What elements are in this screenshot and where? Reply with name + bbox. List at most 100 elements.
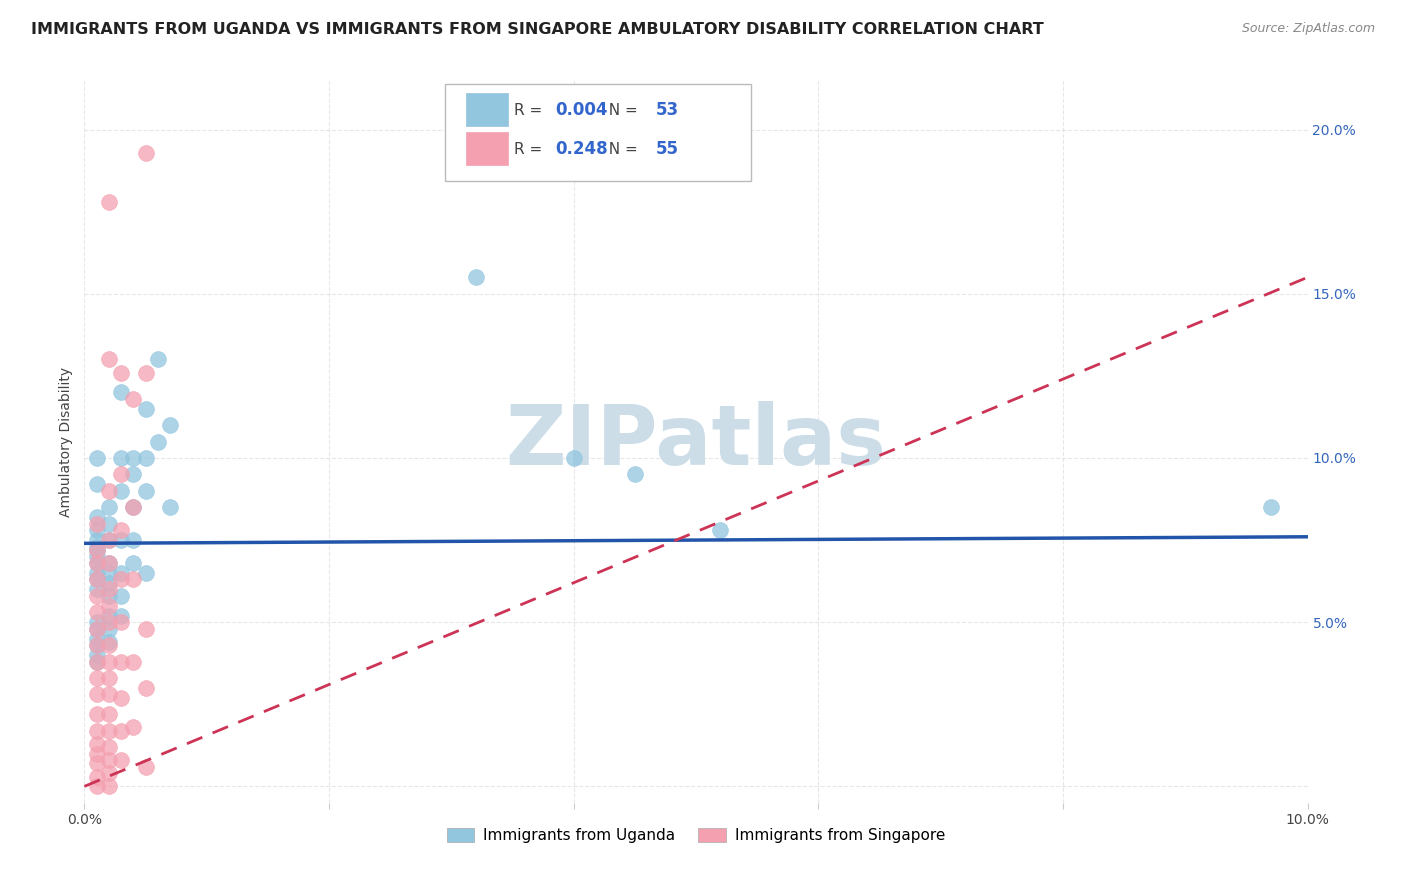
Point [624, 467, 647, 482]
Point [97, 723, 120, 738]
Point [86, 655, 108, 669]
Point [110, 467, 132, 482]
Point [159, 500, 181, 515]
Point [122, 500, 145, 515]
Point [110, 573, 132, 587]
Point [562, 450, 585, 465]
Text: N =: N = [599, 142, 643, 157]
Text: R =: R = [513, 103, 547, 118]
FancyBboxPatch shape [465, 132, 508, 165]
Point [86, 737, 108, 751]
Point [86, 638, 108, 652]
Point [97, 635, 120, 649]
Point [110, 450, 132, 465]
Point [97, 582, 120, 597]
Point [86, 510, 108, 524]
Point [110, 533, 132, 547]
Point [135, 483, 157, 498]
Point [110, 608, 132, 623]
Point [97, 516, 120, 531]
Point [86, 556, 108, 570]
Point [86, 605, 108, 619]
Point [86, 615, 108, 630]
Point [110, 655, 132, 669]
Point [135, 450, 157, 465]
Text: ZIPatlas: ZIPatlas [506, 401, 886, 482]
Point [97, 615, 120, 630]
Point [97, 638, 120, 652]
Point [97, 608, 120, 623]
FancyBboxPatch shape [446, 84, 751, 181]
Point [122, 450, 145, 465]
Point [135, 566, 157, 580]
Point [86, 582, 108, 597]
Point [97, 766, 120, 780]
Point [86, 533, 108, 547]
Point [97, 483, 120, 498]
Point [86, 707, 108, 722]
Point [86, 542, 108, 557]
Text: Source: ZipAtlas.com: Source: ZipAtlas.com [1241, 22, 1375, 36]
Point [122, 573, 145, 587]
Point [110, 690, 132, 705]
Text: 53: 53 [655, 101, 679, 119]
Point [86, 566, 108, 580]
Point [97, 671, 120, 685]
Point [110, 615, 132, 630]
Point [122, 533, 145, 547]
Point [86, 542, 108, 557]
Point [110, 385, 132, 400]
Point [86, 747, 108, 761]
Text: IMMIGRANTS FROM UGANDA VS IMMIGRANTS FROM SINGAPORE AMBULATORY DISABILITY CORREL: IMMIGRANTS FROM UGANDA VS IMMIGRANTS FRO… [31, 22, 1043, 37]
Point [97, 352, 120, 367]
Point [110, 753, 132, 767]
Point [86, 573, 108, 587]
Text: N =: N = [599, 103, 643, 118]
Point [86, 687, 108, 701]
Point [146, 352, 169, 367]
Point [110, 483, 132, 498]
Point [135, 681, 157, 695]
Point [135, 760, 157, 774]
Point [122, 392, 145, 406]
Point [97, 533, 120, 547]
Point [86, 780, 108, 794]
Point [86, 655, 108, 669]
Point [97, 575, 120, 590]
Point [86, 589, 108, 603]
Point [122, 500, 145, 515]
Point [86, 450, 108, 465]
Point [86, 540, 108, 554]
Point [97, 556, 120, 570]
Point [110, 523, 132, 537]
Point [86, 516, 108, 531]
Point [86, 523, 108, 537]
Point [159, 418, 181, 433]
Text: R =: R = [513, 142, 547, 157]
Point [135, 366, 157, 380]
Point [135, 145, 157, 160]
Point [86, 723, 108, 738]
Legend: Immigrants from Uganda, Immigrants from Singapore: Immigrants from Uganda, Immigrants from … [440, 822, 952, 849]
Point [86, 632, 108, 646]
Point [97, 753, 120, 767]
Point [110, 723, 132, 738]
Point [709, 523, 731, 537]
Point [122, 720, 145, 734]
Point [86, 556, 108, 570]
Point [122, 655, 145, 669]
Point [97, 780, 120, 794]
Point [146, 434, 169, 449]
Point [86, 770, 108, 784]
Text: 55: 55 [655, 140, 679, 158]
Point [86, 671, 108, 685]
Point [97, 194, 120, 209]
Point [110, 366, 132, 380]
Point [122, 556, 145, 570]
Point [97, 687, 120, 701]
Point [110, 589, 132, 603]
Point [97, 655, 120, 669]
Point [97, 739, 120, 754]
Point [110, 566, 132, 580]
Point [97, 566, 120, 580]
